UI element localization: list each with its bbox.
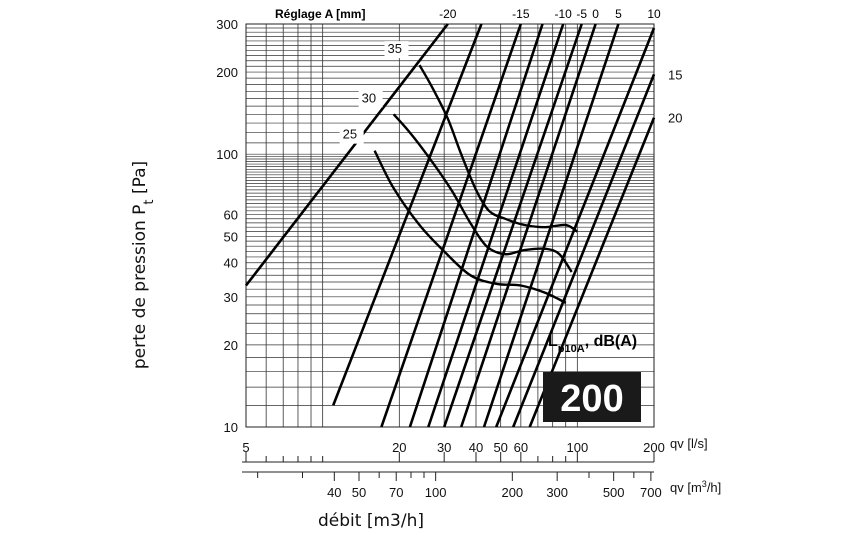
y-tick-label: 100 [216, 147, 238, 162]
noise-label: 30 [362, 90, 376, 105]
y-axis-title: perte de pression Pt [Pa] [130, 161, 157, 369]
x-tick-labels-m3h: 40 50 70 100 200 300 500 700 [242, 471, 662, 500]
setting-line [380, 23, 523, 428]
x-axis-m3h-label-sup: 3 [702, 479, 707, 489]
setting-title: Réglage A [mm] [275, 7, 365, 21]
x-m3h-tick-label: 700 [640, 485, 662, 500]
plot-frame [245, 23, 655, 428]
x-axis-m3h-label-end: /h] [707, 480, 721, 495]
setting-label: -20 [439, 7, 457, 21]
setting-line [331, 23, 483, 406]
y-tick-label: 20 [224, 338, 238, 353]
setting-label: -15 [512, 7, 530, 21]
y-axis-title-sub: t [142, 199, 157, 204]
setting-label: 5 [615, 7, 622, 21]
x-ls-tick-label: 5 [242, 440, 249, 455]
x-ls-tick-label: 100 [566, 440, 588, 455]
y-tick-label: 300 [216, 17, 238, 32]
y-tick-label: 60 [224, 208, 238, 223]
x-m3h-tick-label: 100 [425, 485, 447, 500]
noise-legend-sub: p10A [558, 343, 585, 355]
noise-labels: 25 30 35 [339, 41, 409, 144]
setting-line [511, 73, 656, 428]
x-ls-tick-label: 60 [514, 440, 528, 455]
y-tick-label: 30 [224, 290, 238, 305]
noise-legend-main: L [548, 333, 558, 350]
y-axis-title-symbol: P [130, 205, 150, 215]
setting-label: 10 [647, 7, 661, 21]
noise-label-bg [384, 41, 409, 59]
setting-line [442, 23, 583, 428]
y-axis-title-unit: [Pa] [130, 161, 150, 194]
x-ls-tick-label: 20 [392, 440, 406, 455]
setting-label: 20 [668, 111, 682, 126]
noise-legend-end: , dB(A) [585, 333, 637, 350]
y-tick-label: 40 [224, 256, 238, 271]
setting-line [494, 27, 656, 428]
x-m3h-tick-label: 70 [389, 485, 403, 500]
x-axis-m3h-label-main: qv [m [670, 480, 702, 495]
x-axis-title: débit [m3/h] [318, 511, 424, 531]
y-tick-label: 200 [216, 65, 238, 80]
setting-label: -5 [576, 7, 587, 21]
noise-legend-label: Lp10A, dB(A) [548, 333, 637, 355]
setting-label: 0 [592, 7, 599, 21]
y-tick-labels: 10 20 30 40 50 60 100 200 300 [216, 17, 238, 435]
noise-curve [392, 113, 573, 273]
x-m3h-tick-label: 50 [352, 485, 366, 500]
setting-label: -10 [555, 7, 573, 21]
x-tick-labels-ls: 5 20 30 40 50 60 100 200 [242, 440, 665, 463]
setting-line [408, 23, 544, 428]
grid-major [245, 23, 655, 428]
noise-curve [373, 150, 567, 304]
setting-label: 15 [668, 67, 682, 82]
y-axis-title-main: perte de pression [130, 220, 150, 369]
setting-line [427, 23, 565, 428]
setting-lines [244, 23, 656, 428]
x-axis-m3h-label: qv [m3/h] [670, 479, 721, 495]
x-m3h-tick-label: 300 [546, 485, 568, 500]
x-ls-tick-label: 50 [493, 440, 507, 455]
model-badge [543, 372, 641, 422]
y-tick-label: 50 [224, 229, 238, 244]
noise-label-bg [358, 90, 383, 108]
x-m3h-tick-label: 200 [501, 485, 523, 500]
model-badge-label: 200 [560, 378, 623, 420]
noise-curves [373, 64, 578, 304]
x-ls-tick-label: 200 [643, 440, 665, 455]
x-m3h-tick-label: 40 [327, 485, 341, 500]
x-ls-tick-label: 40 [469, 440, 483, 455]
setting-labels: -20 -15 -10 -5 0 5 10 15 20 [439, 7, 682, 126]
x-ls-tick-label: 30 [437, 440, 451, 455]
x-m3h-tick-label: 500 [603, 485, 625, 500]
noise-curve [418, 64, 578, 233]
noise-label: 35 [387, 41, 401, 56]
x-axis-ls-label: qv [l/s] [670, 436, 708, 451]
noise-label: 25 [343, 127, 357, 142]
noise-label-bg [339, 126, 364, 144]
setting-line [244, 23, 449, 287]
y-tick-label: 10 [224, 420, 238, 435]
